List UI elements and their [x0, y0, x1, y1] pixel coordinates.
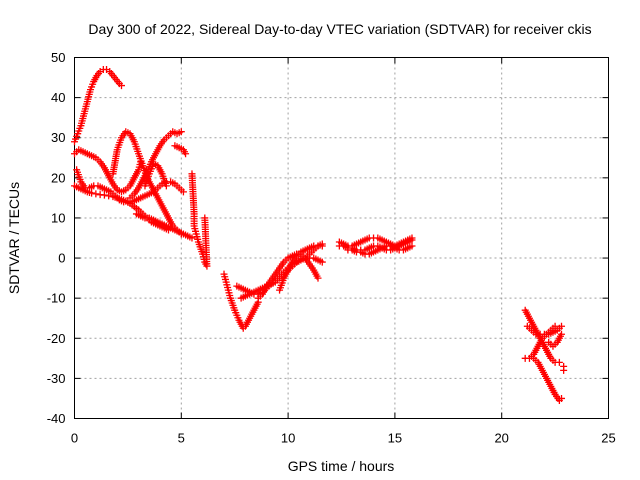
- series-track-22: [530, 354, 566, 404]
- grid-lines: [74, 57, 609, 419]
- x-tick-label: 25: [601, 431, 615, 446]
- data-point: [92, 190, 100, 198]
- plot-frame: [74, 57, 609, 419]
- data-point: [408, 236, 416, 244]
- data-point: [177, 128, 185, 136]
- y-tick-label: 20: [51, 170, 65, 185]
- chart-title: Day 300 of 2022, Sidereal Day-to-day VTE…: [88, 21, 591, 37]
- series-track-2: [71, 146, 145, 196]
- data-point: [558, 394, 566, 402]
- data-point: [555, 358, 563, 366]
- series-track-9: [171, 142, 190, 158]
- y-tick-label: -20: [47, 331, 66, 346]
- data-point: [117, 82, 125, 90]
- data-point: [558, 330, 566, 338]
- x-axis-title: GPS time / hours: [288, 458, 395, 474]
- data-point: [162, 182, 170, 190]
- series-track-21: [523, 322, 566, 338]
- y-tick-label: -40: [47, 411, 66, 426]
- data-point: [314, 274, 322, 282]
- series-track-7: [132, 210, 196, 242]
- y-tick-labels: -40 -30 -20 -10 0 10 20 30 40 50: [47, 50, 66, 426]
- y-axis-title: SDTVAR / TECUs: [6, 182, 22, 294]
- data-point: [100, 191, 108, 199]
- x-tick-label: 10: [281, 431, 295, 446]
- series-track-18: [344, 242, 416, 258]
- x-tick-label: 15: [388, 431, 402, 446]
- y-tick-label: 50: [51, 50, 65, 65]
- data-point: [318, 242, 326, 250]
- y-tick-label: 10: [51, 210, 65, 225]
- series-track-23: [545, 330, 566, 350]
- data-point: [318, 258, 326, 266]
- series-track-1: [71, 66, 125, 146]
- data-point: [88, 189, 96, 197]
- y-tick-label: -10: [47, 291, 66, 306]
- series-track-4: [109, 128, 185, 238]
- x-tick-label: 20: [494, 431, 508, 446]
- data-point: [560, 366, 568, 374]
- y-tick-label: 30: [51, 130, 65, 145]
- series-track-6: [73, 166, 187, 206]
- data-points: [71, 66, 568, 404]
- axis-ticks: [74, 57, 609, 419]
- data-point: [201, 214, 209, 222]
- series-track-24: [560, 362, 568, 374]
- data-point: [182, 150, 190, 158]
- series-track-15: [276, 242, 326, 294]
- x-tick-label: 0: [71, 431, 78, 446]
- y-tick-label: 0: [58, 251, 65, 266]
- series-track-8: [141, 160, 170, 190]
- data-point: [179, 188, 187, 196]
- x-tick-label: 5: [178, 431, 185, 446]
- data-point: [188, 234, 196, 242]
- data-point: [408, 242, 416, 250]
- data-point: [558, 322, 566, 330]
- series-track-10: [188, 170, 211, 270]
- series-track-11: [220, 270, 262, 332]
- y-tick-label: 40: [51, 90, 65, 105]
- y-tick-label: -30: [47, 371, 66, 386]
- x-tick-labels: 0 5 10 15 20 25: [71, 431, 616, 446]
